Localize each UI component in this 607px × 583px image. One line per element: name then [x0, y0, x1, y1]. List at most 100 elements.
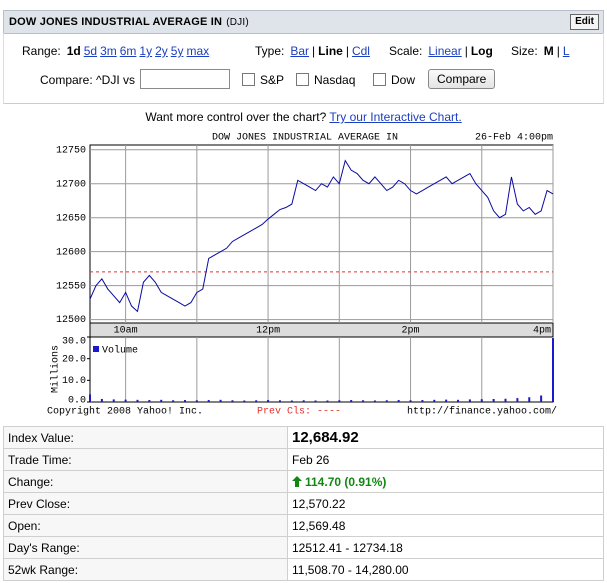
- option-link[interactable]: 6m: [119, 44, 137, 58]
- promo-link[interactable]: Try our Interactive Chart.: [329, 110, 462, 124]
- y-tick-label: 0.0: [68, 396, 86, 407]
- option-link[interactable]: Cdl: [351, 44, 370, 58]
- checkbox[interactable]: [242, 73, 255, 86]
- volume-area: [89, 336, 554, 403]
- legend-label: Volume: [102, 345, 138, 357]
- volume-bar: [89, 394, 91, 402]
- control-label: Range:: [22, 44, 61, 58]
- quote-value-text: 12512.41 - 12734.18: [292, 540, 403, 555]
- header: DOW JONES INDUSTRIAL AVERAGE IN (DJI) Edi…: [3, 10, 604, 34]
- source-url: http://finance.yahoo.com/: [407, 406, 557, 418]
- quote-row: Day's Range: 12512.41 - 12734.18: [3, 536, 604, 559]
- x-tick-label: 4pm: [533, 326, 551, 337]
- option-link[interactable]: max: [186, 44, 210, 58]
- scale-group: Scale: Linear | Log: [389, 44, 496, 58]
- quote-value-text: 114.70 (0.91%): [305, 474, 387, 489]
- volume-bar: [445, 399, 448, 402]
- plot-area: [89, 144, 554, 324]
- volume-bar: [362, 400, 365, 402]
- separator: |: [464, 44, 468, 58]
- x-tick-label: 2pm: [402, 326, 420, 337]
- quote-value: 11,508.70 - 14,280.00: [287, 558, 604, 581]
- option-selected: 1d: [66, 44, 81, 58]
- volume-bar: [457, 399, 460, 402]
- quote-row: Trade Time: Feb 26: [3, 448, 604, 471]
- volume-bar: [326, 400, 329, 402]
- quote-row: Open: 12,569.48: [3, 514, 604, 537]
- option-link[interactable]: Bar: [290, 44, 310, 58]
- checkbox[interactable]: [373, 73, 386, 86]
- type-group: Type: Bar | Line | Cdl: [255, 44, 373, 58]
- checkbox-label: Dow: [391, 73, 416, 87]
- x-axis-band: [89, 322, 554, 338]
- checkbox[interactable]: [296, 73, 309, 86]
- volume-bar: [433, 399, 436, 402]
- volume-bar: [267, 400, 270, 402]
- control-label: Scale:: [389, 44, 423, 58]
- volume-bar: [504, 398, 507, 402]
- x-tick-label: 10am: [114, 326, 138, 337]
- option-link[interactable]: 5y: [170, 44, 184, 58]
- y-tick-label: 10.0: [62, 376, 86, 387]
- y-tick-label: 12550: [56, 281, 86, 292]
- volume-bar: [195, 400, 198, 402]
- volume-bar: [373, 400, 376, 402]
- option-link[interactable]: 3m: [100, 44, 117, 58]
- quote-label: Day's Range:: [3, 536, 288, 559]
- volume-bar: [350, 400, 353, 402]
- option-selected: Log: [470, 44, 493, 58]
- volume-bar: [314, 400, 317, 402]
- quote-label: Open:: [3, 514, 288, 537]
- volume-bar: [219, 399, 222, 402]
- volume-bar: [160, 399, 163, 402]
- quote-value: 114.70 (0.91%): [287, 470, 604, 493]
- volume-bar: [528, 397, 531, 402]
- quote-value-text: 11,508.70 - 14,280.00: [292, 562, 409, 577]
- volume-bar: [255, 400, 258, 402]
- checkbox-label: S&P: [260, 73, 285, 87]
- volume-bar: [136, 399, 139, 402]
- volume-bar: [516, 398, 519, 402]
- compare-row: Compare: ^DJI vs S&P Nasdaq Dow Compare: [4, 69, 603, 93]
- volume-bar: [290, 400, 293, 402]
- prev-close-label: Prev Cls: ----: [257, 406, 341, 418]
- quote-label: 52wk Range:: [3, 558, 288, 581]
- y-tick-label: 12650: [56, 213, 86, 224]
- volume-bar: [409, 400, 412, 402]
- y-tick-label: 12750: [56, 145, 86, 156]
- volume-bar: [421, 400, 424, 402]
- quote-value-text: 12,684.92: [292, 429, 359, 446]
- volume-bar: [124, 399, 127, 402]
- y-tick-label: 12500: [56, 315, 86, 326]
- quote-label: Change:: [3, 470, 288, 493]
- y-tick-label: 12700: [56, 179, 86, 190]
- controls: Range: 1d 5d 3m 6m 1y 2y 5y max Type: Bar | Line | Cd…: [3, 33, 604, 104]
- option-link[interactable]: L: [562, 44, 570, 58]
- quote-value-text: Feb 26: [292, 452, 330, 467]
- option-link[interactable]: Linear: [428, 44, 462, 58]
- option-link[interactable]: 1y: [139, 44, 153, 58]
- edit-button[interactable]: Edit: [570, 14, 599, 30]
- checkbox-label: Nasdaq: [314, 73, 356, 87]
- quote-row: Change: 114.70 (0.91%): [3, 470, 604, 493]
- compare-label: Compare: ^DJI vs: [40, 73, 135, 87]
- volume-bar: [231, 400, 234, 402]
- option-link[interactable]: 5d: [83, 44, 98, 58]
- compare-button[interactable]: Compare: [428, 69, 496, 89]
- chart: DOW JONES INDUSTRIAL AVERAGE IN 26-Feb 4:…: [46, 129, 558, 419]
- option-selected: M: [543, 44, 554, 58]
- separator: |: [345, 44, 349, 58]
- y-tick-label: 20.0: [62, 354, 86, 365]
- chart-timestamp: 26-Feb 4:00pm: [475, 132, 553, 144]
- quote-value: 12512.41 - 12734.18: [287, 536, 604, 559]
- up-arrow: [292, 475, 302, 487]
- header-title: DOW JONES INDUSTRIAL AVERAGE IN: [9, 16, 223, 28]
- quote-value: 12,684.92: [287, 426, 604, 449]
- chart-title: DOW JONES INDUSTRIAL AVERAGE IN: [212, 133, 398, 144]
- option-link[interactable]: 2y: [155, 44, 168, 58]
- compare-input[interactable]: [140, 69, 230, 89]
- quote-label: Prev Close:: [3, 492, 288, 515]
- promo-text: Want more control over the chart?: [145, 110, 327, 124]
- legend-swatch: [93, 346, 99, 352]
- volume-bar: [112, 399, 115, 402]
